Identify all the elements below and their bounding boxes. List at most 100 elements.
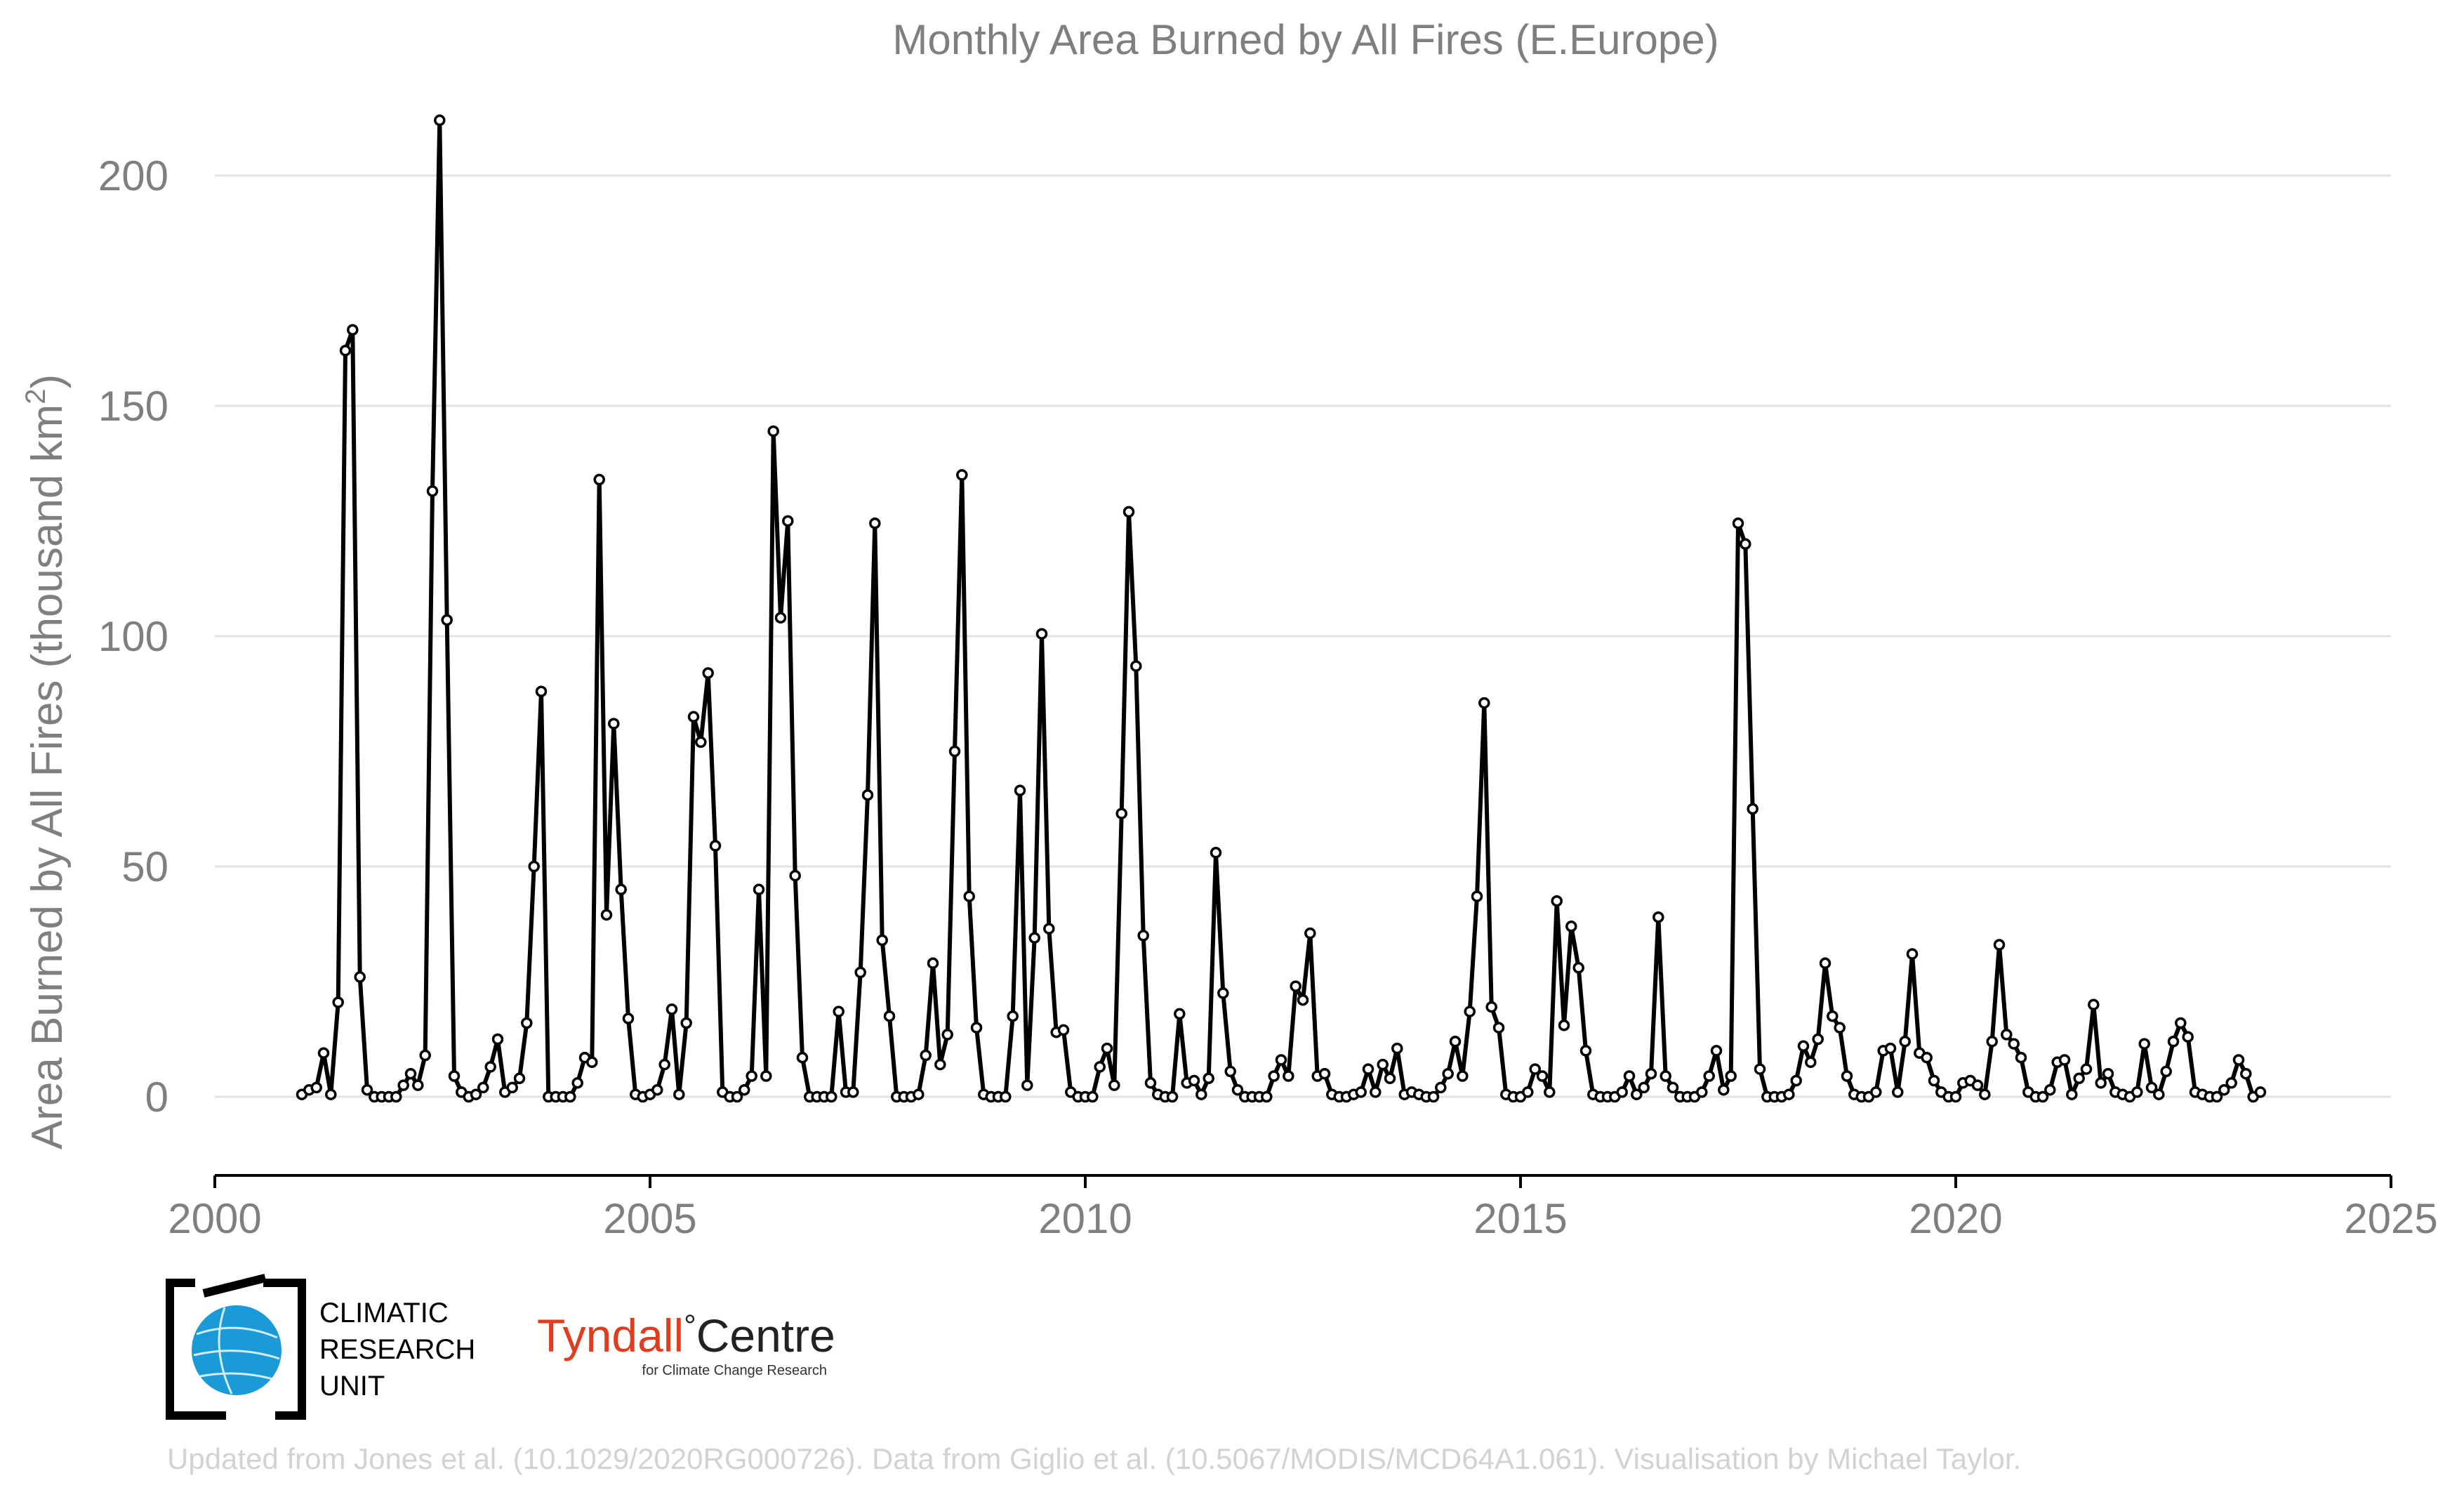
data-point: [1275, 1054, 1287, 1066]
data-point: [956, 469, 968, 481]
data-point: [477, 1081, 489, 1094]
data-point: [1355, 1086, 1367, 1098]
data-point: [1043, 923, 1055, 935]
data-point: [1899, 1036, 1911, 1048]
data-point: [506, 1081, 518, 1094]
y-tick-label: 150: [98, 383, 168, 430]
data-point: [702, 667, 714, 679]
data-point: [1224, 1065, 1236, 1078]
data-point: [2182, 1031, 2194, 1043]
globe-lines: [193, 1307, 280, 1394]
data-point: [1384, 1072, 1396, 1085]
data-point: [963, 890, 975, 902]
data-point: [651, 1083, 663, 1096]
data-point: [1522, 1086, 1534, 1098]
data-point: [861, 789, 874, 801]
data-point: [513, 1072, 526, 1085]
data-point: [826, 1090, 837, 1103]
data-point: [310, 1081, 322, 1094]
y-tick-labels: 0 50 100 150 200: [98, 152, 168, 1121]
data-point: [1529, 1063, 1541, 1075]
data-point: [1971, 1079, 1984, 1091]
data-point: [1797, 1040, 1810, 1053]
data-point: [2015, 1051, 2027, 1064]
data-point: [1028, 932, 1040, 944]
data-point: [941, 1029, 953, 1041]
data-point: [680, 1017, 692, 1029]
data-point: [1638, 1081, 1650, 1094]
data-point: [854, 966, 866, 979]
data-point: [1993, 939, 2006, 951]
data-point: [1841, 1070, 1853, 1082]
data-point: [1478, 697, 1490, 709]
data-point: [1544, 1086, 1556, 1098]
data-point: [404, 1067, 417, 1080]
y-axis-label: Area Burned by All Fires (thousand km2): [20, 374, 72, 1149]
data-point: [615, 883, 627, 896]
data-point: [2008, 1038, 2020, 1050]
data-point: [1754, 1063, 1766, 1075]
data-point: [746, 1070, 757, 1082]
data-point: [1536, 1070, 1549, 1082]
data-point: [1137, 930, 1149, 942]
plot-area: [296, 114, 2267, 1103]
y-tick-label: 200: [98, 152, 168, 199]
data-point: [600, 909, 613, 921]
data-point: [593, 473, 605, 486]
data-point: [1174, 1008, 1186, 1020]
credit-text: Updated from Jones et al. (10.1029/2020R…: [167, 1442, 2021, 1475]
data-point: [1087, 1090, 1099, 1103]
data-point: [774, 612, 787, 624]
data-point: [2073, 1072, 2085, 1085]
data-point: [1000, 1090, 1012, 1103]
y-tick-label: 0: [145, 1074, 168, 1121]
data-point: [1377, 1058, 1389, 1071]
data-point: [571, 1077, 583, 1089]
data-point: [1144, 1077, 1157, 1089]
data-point: [1007, 1010, 1019, 1022]
y-axis-label-main: Area Burned by All Fires (thousand km: [23, 404, 72, 1149]
data-point: [2138, 1038, 2150, 1050]
data-point: [2160, 1065, 2172, 1078]
data-point: [390, 1090, 402, 1103]
data-point: [1979, 1088, 1991, 1100]
data-point: [1057, 1024, 1070, 1036]
data-point: [1740, 538, 1751, 550]
data-point: [1268, 1070, 1280, 1082]
data-point: [970, 1022, 983, 1034]
tyndall-subtitle: for Climate Change Research: [642, 1363, 827, 1378]
data-point: [1427, 1090, 1440, 1103]
data-point: [1210, 847, 1222, 859]
data-point: [1558, 1020, 1570, 1031]
data-point: [1297, 994, 1309, 1006]
data-point: [1108, 1079, 1120, 1091]
data-point: [1231, 1083, 1244, 1096]
data-point: [2240, 1067, 2252, 1080]
x-tick-label: 2000: [168, 1195, 261, 1242]
data-point: [2001, 1029, 2013, 1041]
data-point: [1290, 980, 1301, 992]
tyndall-centre: Centre: [696, 1310, 835, 1361]
data-point: [1283, 1070, 1294, 1082]
data-point: [1579, 1045, 1592, 1057]
data-point: [695, 736, 707, 748]
data-point: [927, 957, 939, 970]
data-point: [709, 840, 722, 852]
data-point: [1565, 921, 1577, 932]
data-point: [1703, 1070, 1715, 1082]
cru-line-2: RESEARCH: [319, 1334, 475, 1365]
cru-line-3: UNIT: [319, 1371, 385, 1402]
y-axis-label-close: ): [23, 374, 72, 389]
data-point: [883, 1010, 896, 1022]
data-point: [412, 1079, 424, 1091]
data-point: [1667, 1081, 1679, 1094]
data-point: [1884, 1042, 1897, 1055]
x-tick-label: 2015: [1473, 1195, 1567, 1242]
data-point: [325, 1088, 337, 1100]
data-point: [434, 114, 446, 126]
data-point: [767, 425, 779, 437]
data-point: [1725, 1070, 1737, 1082]
data-point: [1435, 1081, 1447, 1094]
data-point: [339, 345, 352, 357]
data-point: [521, 1017, 533, 1029]
